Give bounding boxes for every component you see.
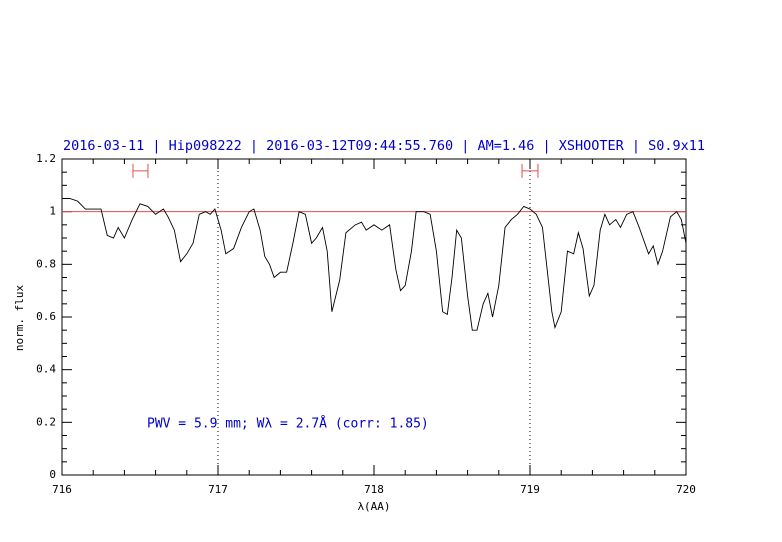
x-tick-label: 719 [520,483,540,496]
y-tick-label: 1.2 [36,152,56,165]
y-tick-label: 0.2 [36,415,56,428]
x-tick-label: 716 [52,483,72,496]
y-tick-label: 1 [49,205,56,218]
x-axis-label: λ(AA) [357,500,390,513]
annotation: PWV = 5.9 mm; Wλ = 2.7Å (corr: 1.85) [147,416,429,432]
y-tick-label: 0.4 [36,363,56,376]
x-tick-label: 720 [676,483,696,496]
x-tick-label: 718 [364,483,384,496]
spectrum-line [62,198,687,331]
y-axis-label: norm. flux [13,285,26,352]
y-tick-label: 0.8 [36,257,56,270]
chart-title: 2016-03-11 | Hip098222 | 2016-03-12T09:4… [63,138,705,154]
y-tick-label: 0 [49,468,56,481]
y-tick-label: 0.6 [36,310,56,323]
x-tick-label: 717 [208,483,228,496]
